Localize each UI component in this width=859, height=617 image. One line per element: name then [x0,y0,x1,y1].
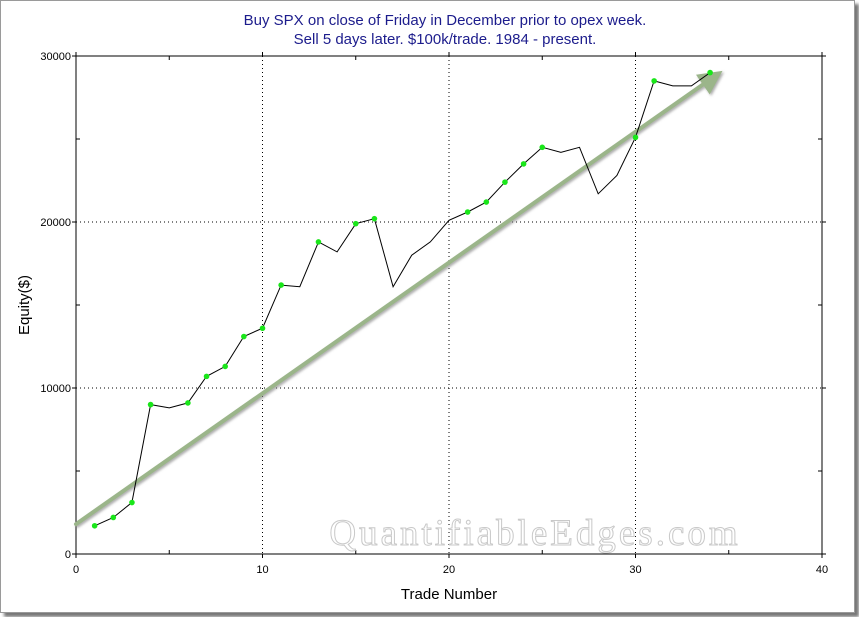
data-point-marker [539,144,546,151]
trend-arrow [74,70,723,527]
y-axis-label: Equity($) [16,275,33,335]
data-point-marker [259,325,266,332]
data-point-marker [371,215,378,222]
data-point-marker [222,363,228,370]
watermark: QuantifiableEdges.com [329,513,740,554]
y-tick-label: 0 [65,549,71,561]
data-point-marker [147,401,154,408]
data-point-marker [483,199,490,205]
y-tick-labels: 0 10000 20000 30000 [40,51,71,561]
y-tick-label: 10000 [40,383,71,395]
x-axis-label: Trade Number [401,586,497,603]
series-line-group [94,72,711,527]
data-point-marker [464,209,471,215]
x-tick-label: 20 [443,564,455,576]
y-tick-label: 20000 [40,217,71,229]
data-point-marker [707,69,713,76]
data-point-marker [651,78,657,84]
data-point-marker [203,373,210,380]
data-point-marker [520,161,527,167]
trend-arrow-group [74,70,723,527]
data-point-marker [352,220,359,227]
series-markers-group [91,69,713,529]
data-point-marker [185,400,191,406]
data-point-marker [91,522,98,529]
data-point-marker [502,179,508,185]
data-point-marker [632,134,639,141]
chart-subtitle: Sell 5 days later. $100k/trade. 1984 - p… [294,31,597,48]
x-tick-label: 30 [629,564,641,576]
x-tick-labels: 0 10 20 30 40 [73,564,828,576]
y-tick-label: 30000 [40,51,71,63]
data-point-marker [110,514,117,521]
data-point-marker [241,333,247,340]
x-tick-label: 0 [73,564,79,576]
axis-ticks [72,52,826,558]
x-tick-label: 40 [816,564,828,576]
x-tick-label: 10 [256,564,268,576]
data-point-marker [278,282,284,288]
data-point-marker [315,239,322,245]
data-point-marker [129,499,135,506]
chart-title: Buy SPX on close of Friday in December p… [244,12,647,29]
equity-line [94,72,711,527]
grid-lines [76,56,822,554]
